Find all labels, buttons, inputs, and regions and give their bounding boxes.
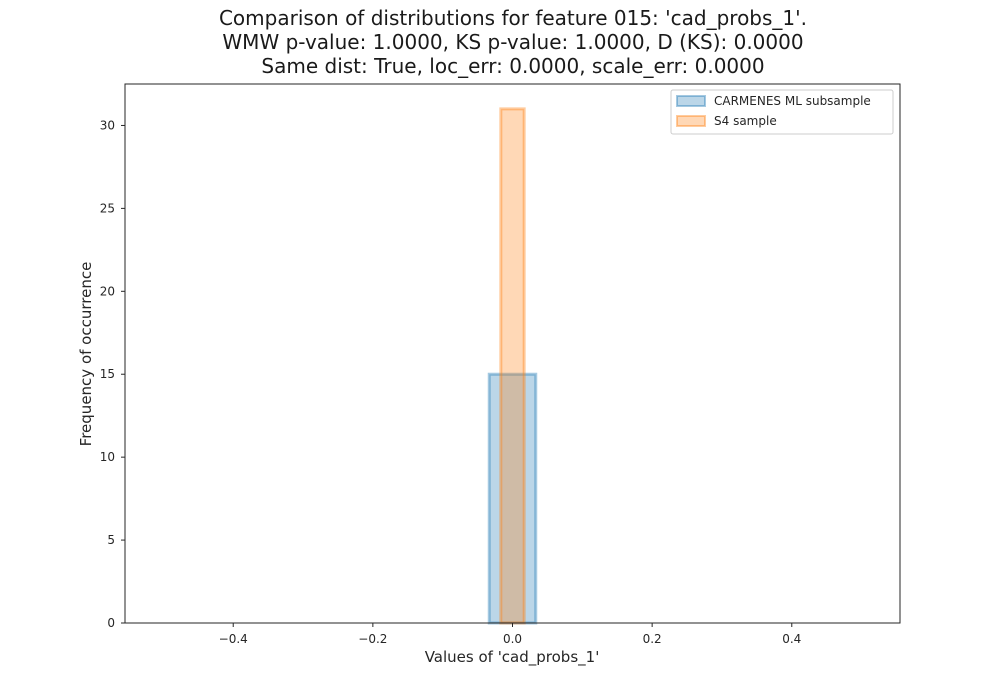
legend: CARMENES ML subsample S4 sample (670, 89, 894, 135)
y-tick-label: 20 (100, 284, 115, 298)
legend-box (670, 89, 894, 135)
y-axis-ticks: 0 5 10 15 20 25 30 (100, 118, 125, 630)
y-tick-label: 25 (100, 201, 115, 215)
chart-title: Comparison of distributions for feature … (0, 6, 1000, 78)
legend-label-s4: S4 sample (714, 114, 777, 128)
x-axis-label: Values of 'cad_probs_1' (425, 648, 600, 667)
x-tick-label: −0.2 (358, 632, 387, 646)
x-tick-label: 0.4 (782, 632, 801, 646)
plot-frame (124, 83, 901, 624)
y-tick-label: 10 (100, 450, 115, 464)
legend-swatch-carmenes (676, 95, 706, 107)
plot-area (125, 84, 900, 623)
histogram-bar-series1-bin2 (487, 372, 538, 625)
y-tick-label: 15 (100, 367, 115, 381)
y-axis-label: Frequency of occurrence (77, 262, 95, 447)
x-axis-ticks: −0.4 −0.2 0.0 0.2 0.4 (219, 623, 801, 646)
histogram-bar-series2-bin2 (499, 107, 526, 625)
x-tick-label: 0.2 (643, 632, 662, 646)
bars-layer (487, 107, 538, 625)
title-line-1: Comparison of distributions for feature … (218, 6, 808, 30)
title-line-3: Same dist: True, loc_err: 0.0000, scale_… (261, 54, 765, 78)
y-tick-label: 30 (100, 118, 115, 132)
x-tick-label: −0.4 (219, 632, 248, 646)
y-tick-label: 5 (107, 533, 115, 547)
title-line-2: WMW p-value: 1.0000, KS p-value: 1.0000,… (222, 30, 804, 54)
legend-swatch-s4 (676, 115, 706, 127)
y-tick-label: 0 (107, 616, 115, 630)
x-tick-label: 0.0 (503, 632, 522, 646)
legend-label-carmenes: CARMENES ML subsample (714, 94, 871, 108)
